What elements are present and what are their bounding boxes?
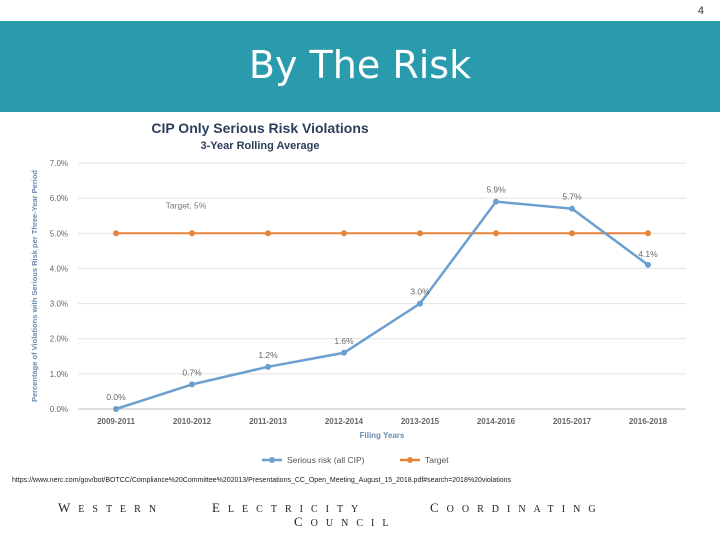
footer-word-electricity: ELECTRICITY	[212, 500, 367, 515]
x-axis-title: Filing Years	[360, 431, 405, 440]
legend-label-target: Target	[425, 455, 449, 465]
y-tick-label: 5.0%	[50, 229, 68, 238]
series-line-serious-risk	[115, 200, 649, 411]
y-tick-label: 7.0%	[50, 159, 68, 168]
serious-risk-point	[645, 261, 651, 268]
serious-risk-point	[265, 363, 271, 370]
data-label: 5.7%	[562, 192, 582, 202]
x-tick-label: 2009-2011	[97, 417, 135, 426]
y-tick-label: 3.0%	[50, 300, 68, 309]
target-point	[113, 230, 119, 237]
line-chart: CIP Only Serious Risk Violations 3-Year R…	[30, 120, 686, 465]
source-url: https://www.nerc.com/gov/bot/BOTCC/Compl…	[12, 477, 512, 484]
y-tick-label: 4.0%	[50, 264, 68, 273]
x-tick-label: 2015-2017	[553, 417, 592, 426]
slide-title: By The Risk	[248, 43, 472, 87]
title-band: By The Risk	[0, 21, 720, 112]
page-number: 4	[697, 5, 704, 17]
data-label: 4.1%	[638, 249, 658, 259]
target-annotation: Target, 5%	[166, 200, 207, 210]
target-point	[569, 230, 575, 237]
target-point	[645, 230, 651, 237]
target-point	[189, 230, 195, 237]
footer-word-western: WESTERN	[58, 500, 165, 515]
data-label: 1.6%	[334, 336, 354, 346]
target-point	[341, 230, 347, 237]
target-point	[265, 230, 271, 237]
serious-risk-point	[569, 205, 575, 212]
data-label: 5.9%	[486, 185, 506, 195]
legend-marker-serious-risk	[269, 457, 275, 463]
y-tick-label: 6.0%	[50, 194, 68, 203]
chart-subtitle: 3-Year Rolling Average	[200, 140, 319, 152]
y-tick-label: 0.0%	[50, 405, 68, 414]
x-tick-label: 2011-2013	[249, 417, 287, 426]
serious-risk-point	[189, 381, 195, 388]
legend-label-serious-risk: Serious risk (all CIP)	[287, 455, 365, 465]
y-axis-title: Percentage of Violations with Serious Ri…	[30, 170, 39, 402]
footer-word-coordinating: COORDINATING	[430, 500, 604, 515]
data-label: 3.0%	[410, 287, 430, 297]
serious-risk-point	[493, 198, 499, 205]
y-tick-label: 2.0%	[50, 335, 68, 344]
serious-risk-point	[113, 406, 119, 412]
chart-title: CIP Only Serious Risk Violations	[151, 120, 369, 136]
x-tick-label: 2012-2014	[325, 417, 364, 426]
serious-risk-point	[417, 300, 423, 307]
x-tick-label: 2016-2018	[629, 417, 668, 426]
x-tick-label: 2010-2012	[173, 417, 212, 426]
target-point	[417, 230, 423, 237]
y-tick-label: 1.0%	[50, 370, 68, 379]
legend-marker-target	[407, 457, 413, 463]
data-label: 1.2%	[258, 350, 278, 360]
x-tick-label: 2013-2015	[401, 417, 440, 426]
x-tick-label: 2014-2016	[477, 417, 516, 426]
data-label: 0.0%	[106, 392, 126, 402]
footer-word-council: COUNCIL	[294, 514, 397, 529]
serious-risk-point	[341, 349, 347, 356]
target-point	[493, 230, 499, 237]
data-label: 0.7%	[182, 367, 202, 377]
